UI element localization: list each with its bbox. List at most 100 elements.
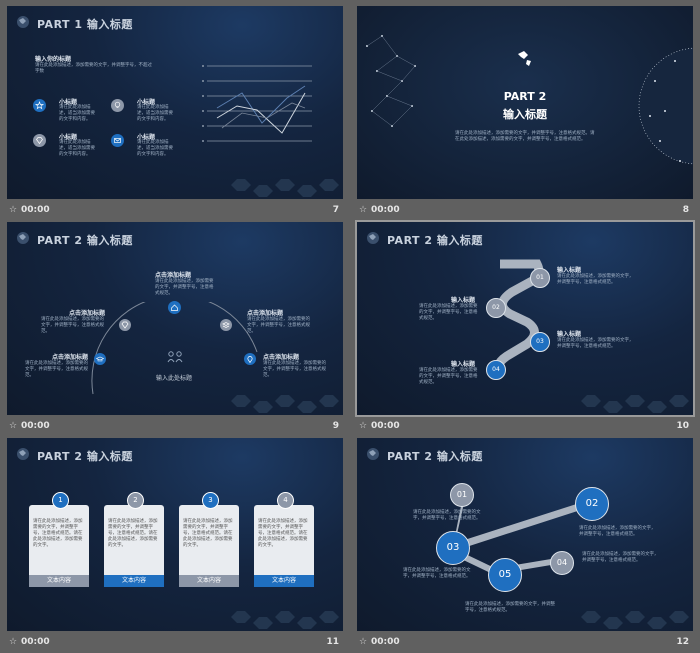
slide-timing: 00:00 bbox=[21, 421, 50, 431]
hexagon-decoration bbox=[231, 179, 339, 197]
card-text: 请在此处添加描述，添加需要的文字，并调整字号，注意格式规范。请在此处添加描述，添… bbox=[33, 519, 83, 548]
slide-9[interactable]: PART 2 输入标题 点击添加标题 请在此处添加描述，添加需要的文字，并调整字… bbox=[7, 222, 343, 415]
node-badge: 02 bbox=[575, 487, 609, 521]
step-label: 输入标题 bbox=[451, 361, 476, 368]
section-heading: 输入你的标题 bbox=[35, 56, 72, 63]
step-badge: 01 bbox=[530, 268, 550, 288]
item-text: 请在此处添加描述，适当添加需要的文字和内容。 bbox=[137, 140, 173, 157]
network-graphic-left bbox=[366, 35, 416, 127]
step-text: 请在此处添加描述，添加需要的文字，并调整字号，注意格式规范。 bbox=[419, 304, 478, 321]
star-icon bbox=[33, 99, 46, 112]
node-text: 请在此处添加描述，添加需要的文字，并调整字号，注意格式规范。 bbox=[465, 602, 555, 613]
step-badge: 03 bbox=[530, 332, 550, 352]
graduation-cap-icon bbox=[94, 353, 106, 365]
diamond-icon bbox=[33, 134, 46, 147]
slide-8[interactable]: PART 2 输入标题 请在此处添加描述，添加需要的文字，并调整字号，注意格式规… bbox=[357, 6, 693, 199]
mail-icon bbox=[111, 134, 124, 147]
point-label: 点击添加标题 bbox=[263, 354, 300, 361]
item-text: 请在此处添加描述，适当添加需要的文字和内容。 bbox=[137, 105, 173, 122]
slide-title: PART 2 输入标题 bbox=[37, 450, 133, 463]
step-badge: 02 bbox=[486, 298, 506, 318]
node-text: 请在此处添加描述，添加需要的文字，并调整字号，注意格式规范。 bbox=[403, 568, 471, 579]
card-text: 请在此处添加描述，添加需要的文字，并调整字号，注意格式规范。请在此处添加描述，添… bbox=[183, 519, 233, 548]
hexagon-decoration bbox=[231, 611, 339, 629]
star-icon: ☆ bbox=[359, 637, 368, 647]
slide-11[interactable]: PART 2 输入标题 请在此处添加描述，添加需要的文字，并调整字号，注意格式规… bbox=[7, 438, 343, 631]
item-label: 小标题 bbox=[59, 134, 78, 141]
bulb-icon bbox=[111, 99, 124, 112]
slide-7[interactable]: PART 1 输入标题 输入你的标题 请在此处添加描述，添加需要的文字，并调整字… bbox=[7, 6, 343, 199]
slide-title: PART 2 输入标题 bbox=[37, 234, 133, 247]
slide-number: 11 bbox=[326, 637, 339, 647]
step-label: 输入标题 bbox=[451, 297, 476, 304]
people-icon bbox=[167, 351, 183, 363]
step-label: 输入标题 bbox=[557, 267, 582, 274]
slide-thumbnail-12[interactable]: PART 2 输入标题 01 02 03 04 05 请在此处添加描述，添加需要… bbox=[357, 438, 693, 653]
step-text: 请在此处添加描述，添加需要的文字，并调整字号，注意格式规范。 bbox=[557, 274, 634, 285]
point-label: 点击添加标题 bbox=[155, 272, 192, 279]
node-text: 请在此处添加描述，添加需要的文字，并调整字号，注意格式规范。 bbox=[413, 510, 481, 521]
step-text: 请在此处添加描述，添加需要的文字，并调整字号，注意格式规范。 bbox=[557, 338, 634, 349]
description-text: 请在此处添加描述，添加需要的文字，并调整字号，注意格式规范。请在此处添加描述，添… bbox=[455, 131, 595, 142]
slide-thumbnail-8[interactable]: PART 2 输入标题 请在此处添加描述，添加需要的文字，并调整字号，注意格式规… bbox=[357, 6, 693, 221]
card-text: 请在此处添加描述，添加需要的文字，并调整字号，注意格式规范。请在此处添加描述，添… bbox=[258, 519, 308, 548]
slide-thumbnail-7[interactable]: PART 1 输入标题 输入你的标题 请在此处添加描述，添加需要的文字，并调整字… bbox=[7, 6, 343, 221]
hexagon-decoration bbox=[231, 395, 339, 413]
point-text: 请在此处添加描述，添加需要的文字，并调整字号，注意格式规范。 bbox=[263, 361, 326, 378]
step-text: 请在此处添加描述，添加需要的文字，并调整字号，注意格式规范。 bbox=[419, 368, 478, 385]
point-text: 请在此处添加描述，添加需要的文字，并调整字号，注意格式规范。 bbox=[41, 317, 104, 334]
location-pin-icon bbox=[244, 353, 256, 365]
globe-icon bbox=[367, 448, 379, 460]
node-text: 请在此处添加描述，添加需要的文字，并调整字号，注意格式规范。 bbox=[582, 552, 659, 563]
section-title: 输入标题 bbox=[503, 108, 547, 121]
slide-thumbnail-11[interactable]: PART 2 输入标题 请在此处添加描述，添加需要的文字，并调整字号，注意格式规… bbox=[7, 438, 343, 653]
slide-title: PART 1 输入标题 bbox=[37, 18, 133, 31]
content-card: 请在此处添加描述，添加需要的文字，并调整字号，注意格式规范。请在此处添加描述，添… bbox=[29, 505, 89, 587]
layers-icon bbox=[220, 319, 232, 331]
node-badge: 03 bbox=[436, 531, 470, 565]
part-label: PART 2 bbox=[503, 90, 547, 103]
intro-text: 请在此处添加描述，添加需要的文字，并调整字号，不超过字数 bbox=[35, 63, 152, 74]
card-number-badge: 2 bbox=[127, 492, 144, 509]
slide-timing: 00:00 bbox=[371, 421, 400, 431]
hexagon-decoration bbox=[581, 395, 689, 413]
item-text: 请在此处添加描述，适当添加需要的文字和内容。 bbox=[59, 105, 95, 122]
node-badge: 01 bbox=[450, 483, 474, 507]
hexagon-decoration bbox=[581, 611, 689, 629]
star-icon: ☆ bbox=[9, 637, 18, 647]
globe-icon bbox=[367, 232, 379, 244]
globe-icon bbox=[17, 448, 29, 460]
node-badge: 04 bbox=[550, 551, 574, 575]
card-number-badge: 3 bbox=[202, 492, 219, 509]
globe-icon bbox=[17, 232, 29, 244]
diamond-icon bbox=[119, 319, 131, 331]
slide-10[interactable]: PART 2 输入标题 01 02 03 04 输入标题 请在此处添加描述，添加… bbox=[355, 220, 695, 417]
card-footer: 文本内容 bbox=[254, 575, 314, 587]
globe-graphic-right bbox=[638, 47, 693, 165]
star-icon: ☆ bbox=[359, 421, 368, 431]
line-chart-graphic bbox=[202, 65, 312, 142]
star-icon: ☆ bbox=[9, 421, 18, 431]
slide-number: 7 bbox=[332, 205, 339, 215]
home-icon bbox=[168, 301, 181, 314]
node-text: 请在此处添加描述，添加需要的文字，并调整字号，注意格式规范。 bbox=[579, 526, 656, 537]
card-footer: 文本内容 bbox=[104, 575, 164, 587]
card-footer: 文本内容 bbox=[29, 575, 89, 587]
slide-12[interactable]: PART 2 输入标题 01 02 03 04 05 请在此处添加描述，添加需要… bbox=[357, 438, 693, 631]
globe-icon bbox=[17, 16, 29, 28]
star-icon: ☆ bbox=[359, 205, 368, 215]
slide-footer: ☆ 00:00 10 bbox=[357, 417, 693, 437]
card-number-badge: 4 bbox=[277, 492, 294, 509]
slide-timing: 00:00 bbox=[21, 205, 50, 215]
slide-title: PART 2 输入标题 bbox=[387, 234, 483, 247]
card-number-badge: 1 bbox=[52, 492, 69, 509]
slide-title: PART 2 输入标题 bbox=[387, 450, 483, 463]
slide-number: 8 bbox=[682, 205, 689, 215]
step-label: 输入标题 bbox=[557, 331, 582, 338]
slide-timing: 00:00 bbox=[21, 637, 50, 647]
point-text: 请在此处添加描述，添加需要的文字，并调整字号，注意格式规范。 bbox=[247, 317, 310, 334]
slide-footer: ☆ 00:00 11 bbox=[7, 633, 343, 653]
point-label: 点击添加标题 bbox=[69, 310, 106, 317]
slide-thumbnail-9[interactable]: PART 2 输入标题 点击添加标题 请在此处添加描述，添加需要的文字，并调整字… bbox=[7, 222, 343, 437]
slide-thumbnail-10[interactable]: PART 2 输入标题 01 02 03 04 输入标题 请在此处添加描述，添加… bbox=[355, 220, 695, 437]
